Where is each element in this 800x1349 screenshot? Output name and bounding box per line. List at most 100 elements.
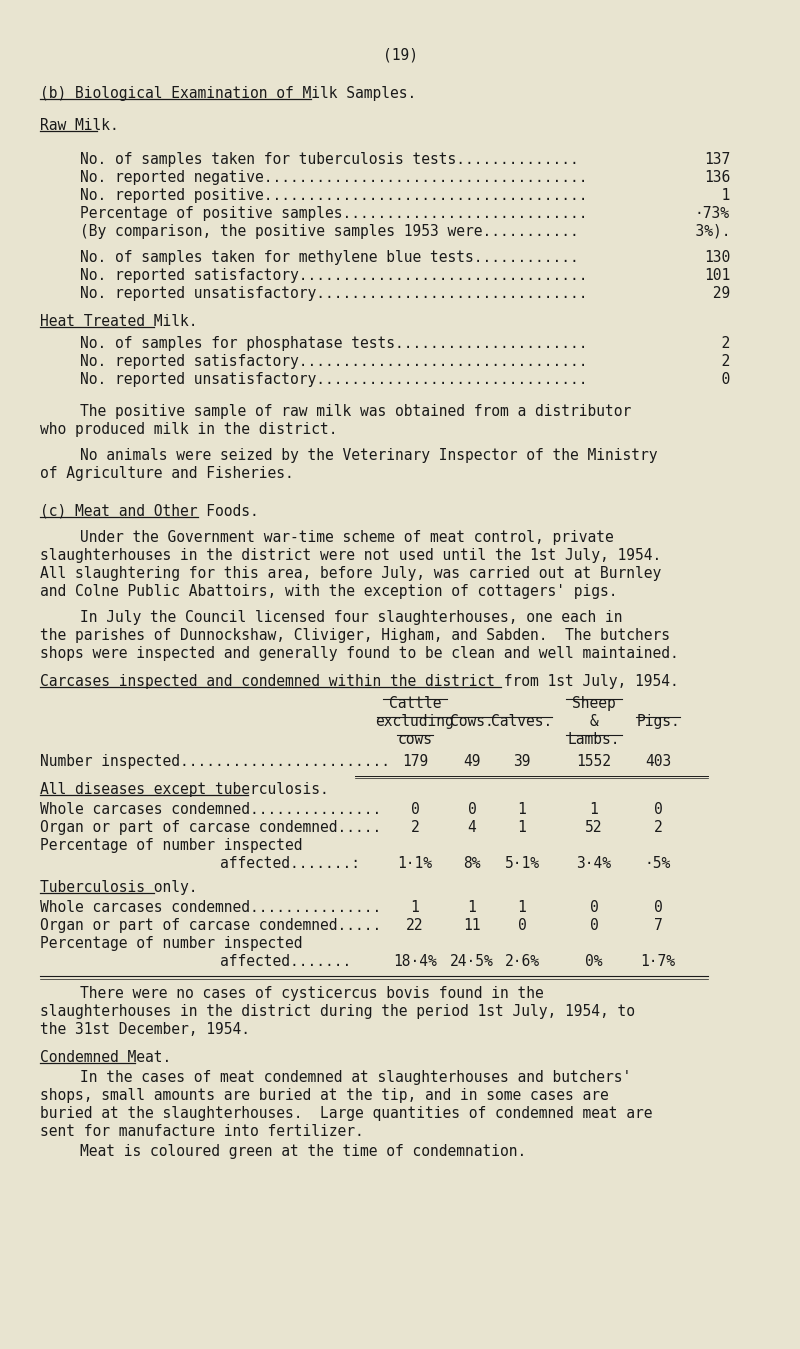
- Text: No. reported satisfactory.................................: No. reported satisfactory...............…: [80, 268, 596, 283]
- Text: 1552: 1552: [577, 754, 611, 769]
- Text: Percentage of positive samples............................: Percentage of positive samples..........…: [80, 206, 596, 221]
- Text: ·5%: ·5%: [645, 857, 671, 871]
- Text: Under the Government war-time scheme of meat control, private: Under the Government war-time scheme of …: [80, 530, 614, 545]
- Text: &: &: [590, 714, 598, 728]
- Text: 130: 130: [704, 250, 730, 264]
- Text: 29: 29: [704, 286, 730, 301]
- Text: Condemned Meat.: Condemned Meat.: [40, 1050, 171, 1064]
- Text: Organ or part of carcase condemned.....: Organ or part of carcase condemned.....: [40, 919, 382, 934]
- Text: No. of samples taken for tuberculosis tests..............: No. of samples taken for tuberculosis te…: [80, 152, 587, 167]
- Text: sent for manufacture into fertilizer.: sent for manufacture into fertilizer.: [40, 1124, 364, 1139]
- Text: Cattle: Cattle: [389, 696, 442, 711]
- Text: 1: 1: [704, 188, 730, 202]
- Text: No. of samples for phosphatase tests......................: No. of samples for phosphatase tests....…: [80, 336, 596, 351]
- Text: 22: 22: [406, 919, 424, 934]
- Text: (b) Biological Examination of Milk Samples.: (b) Biological Examination of Milk Sampl…: [40, 86, 416, 101]
- Text: the 31st December, 1954.: the 31st December, 1954.: [40, 1023, 250, 1037]
- Text: 0: 0: [654, 803, 662, 817]
- Text: No. reported positive.....................................: No. reported positive...................…: [80, 188, 596, 202]
- Text: 1: 1: [410, 900, 419, 915]
- Text: 0: 0: [654, 900, 662, 915]
- Text: the parishes of Dunnockshaw, Cliviger, Higham, and Sabden.  The butchers: the parishes of Dunnockshaw, Cliviger, H…: [40, 629, 670, 643]
- Text: 1: 1: [518, 900, 526, 915]
- Text: shops were inspected and generally found to be clean and well maintained.: shops were inspected and generally found…: [40, 646, 678, 661]
- Text: The positive sample of raw milk was obtained from a distributor: The positive sample of raw milk was obta…: [80, 403, 631, 420]
- Text: 1: 1: [518, 803, 526, 817]
- Text: All diseases except tuberculosis.: All diseases except tuberculosis.: [40, 782, 329, 797]
- Text: Organ or part of carcase condemned.....: Organ or part of carcase condemned.....: [40, 820, 382, 835]
- Text: 0: 0: [590, 919, 598, 934]
- Text: and Colne Public Abattoirs, with the exception of cottagers' pigs.: and Colne Public Abattoirs, with the exc…: [40, 584, 618, 599]
- Text: 11: 11: [463, 919, 481, 934]
- Text: 49: 49: [463, 754, 481, 769]
- Text: slaughterhouses in the district were not used until the 1st July, 1954.: slaughterhouses in the district were not…: [40, 548, 662, 563]
- Text: 136: 136: [704, 170, 730, 185]
- Text: 3·4%: 3·4%: [577, 857, 611, 871]
- Text: 52: 52: [586, 820, 602, 835]
- Text: 2: 2: [654, 820, 662, 835]
- Text: 0: 0: [518, 919, 526, 934]
- Text: 1: 1: [590, 803, 598, 817]
- Text: Tuberculosis only.: Tuberculosis only.: [40, 880, 198, 894]
- Text: In the cases of meat condemned at slaughterhouses and butchers': In the cases of meat condemned at slaugh…: [80, 1070, 631, 1085]
- Text: cows: cows: [398, 733, 433, 747]
- Text: 2: 2: [704, 336, 730, 351]
- Text: who produced milk in the district.: who produced milk in the district.: [40, 422, 338, 437]
- Text: 39: 39: [514, 754, 530, 769]
- Text: 24·5%: 24·5%: [450, 954, 494, 969]
- Text: buried at the slaughterhouses.  Large quantities of condemned meat are: buried at the slaughterhouses. Large qua…: [40, 1106, 653, 1121]
- Text: 1: 1: [518, 820, 526, 835]
- Text: Lambs.: Lambs.: [568, 733, 620, 747]
- Text: 4: 4: [468, 820, 476, 835]
- Text: Whole carcases condemned...............: Whole carcases condemned...............: [40, 900, 382, 915]
- Text: In July the Council licensed four slaughterhouses, one each in: In July the Council licensed four slaugh…: [80, 610, 622, 625]
- Text: Carcases inspected and condemned within the district from 1st July, 1954.: Carcases inspected and condemned within …: [40, 674, 678, 689]
- Text: 1·7%: 1·7%: [641, 954, 675, 969]
- Text: 1·1%: 1·1%: [398, 857, 433, 871]
- Text: No. of samples taken for methylene blue tests............: No. of samples taken for methylene blue …: [80, 250, 587, 264]
- Text: 18·4%: 18·4%: [393, 954, 437, 969]
- Text: slaughterhouses in the district during the period 1st July, 1954, to: slaughterhouses in the district during t…: [40, 1004, 635, 1018]
- Text: Number inspected........................: Number inspected........................: [40, 754, 390, 769]
- Text: of Agriculture and Fisheries.: of Agriculture and Fisheries.: [40, 465, 294, 482]
- Text: All slaughtering for this area, before July, was carried out at Burnley: All slaughtering for this area, before J…: [40, 567, 662, 581]
- Text: (19): (19): [382, 49, 418, 63]
- Text: Whole carcases condemned...............: Whole carcases condemned...............: [40, 803, 382, 817]
- Text: Percentage of number inspected: Percentage of number inspected: [40, 936, 302, 951]
- Text: 2·6%: 2·6%: [505, 954, 539, 969]
- Text: 2: 2: [410, 820, 419, 835]
- Text: No. reported unsatisfactory...............................: No. reported unsatisfactory.............…: [80, 372, 596, 387]
- Text: affected.......: affected.......: [220, 954, 351, 969]
- Text: Cows.: Cows.: [450, 714, 494, 728]
- Text: 7: 7: [654, 919, 662, 934]
- Text: 0: 0: [590, 900, 598, 915]
- Text: 137: 137: [704, 152, 730, 167]
- Text: Pigs.: Pigs.: [636, 714, 680, 728]
- Text: Percentage of number inspected: Percentage of number inspected: [40, 838, 302, 853]
- Text: 8%: 8%: [463, 857, 481, 871]
- Text: 0: 0: [704, 372, 730, 387]
- Text: 3%).: 3%).: [678, 224, 730, 239]
- Text: (c) Meat and Other Foods.: (c) Meat and Other Foods.: [40, 505, 258, 519]
- Text: 1: 1: [468, 900, 476, 915]
- Text: Calves.: Calves.: [491, 714, 553, 728]
- Text: No. reported satisfactory.................................: No. reported satisfactory...............…: [80, 353, 596, 370]
- Text: 2: 2: [704, 353, 730, 370]
- Text: 403: 403: [645, 754, 671, 769]
- Text: 0%: 0%: [586, 954, 602, 969]
- Text: 179: 179: [402, 754, 428, 769]
- Text: excluding: excluding: [376, 714, 454, 728]
- Text: shops, small amounts are buried at the tip, and in some cases are: shops, small amounts are buried at the t…: [40, 1089, 609, 1103]
- Text: ·73%: ·73%: [695, 206, 730, 221]
- Text: Meat is coloured green at the time of condemnation.: Meat is coloured green at the time of co…: [80, 1144, 526, 1159]
- Text: No. reported negative.....................................: No. reported negative...................…: [80, 170, 596, 185]
- Text: affected.......:: affected.......:: [220, 857, 369, 871]
- Text: There were no cases of cysticercus bovis found in the: There were no cases of cysticercus bovis…: [80, 986, 544, 1001]
- Text: 101: 101: [704, 268, 730, 283]
- Text: 0: 0: [468, 803, 476, 817]
- Text: No animals were seized by the Veterinary Inspector of the Ministry: No animals were seized by the Veterinary…: [80, 448, 658, 463]
- Text: Heat Treated Milk.: Heat Treated Milk.: [40, 314, 198, 329]
- Text: No. reported unsatisfactory...............................: No. reported unsatisfactory.............…: [80, 286, 596, 301]
- Text: 5·1%: 5·1%: [505, 857, 539, 871]
- Text: Sheep: Sheep: [572, 696, 616, 711]
